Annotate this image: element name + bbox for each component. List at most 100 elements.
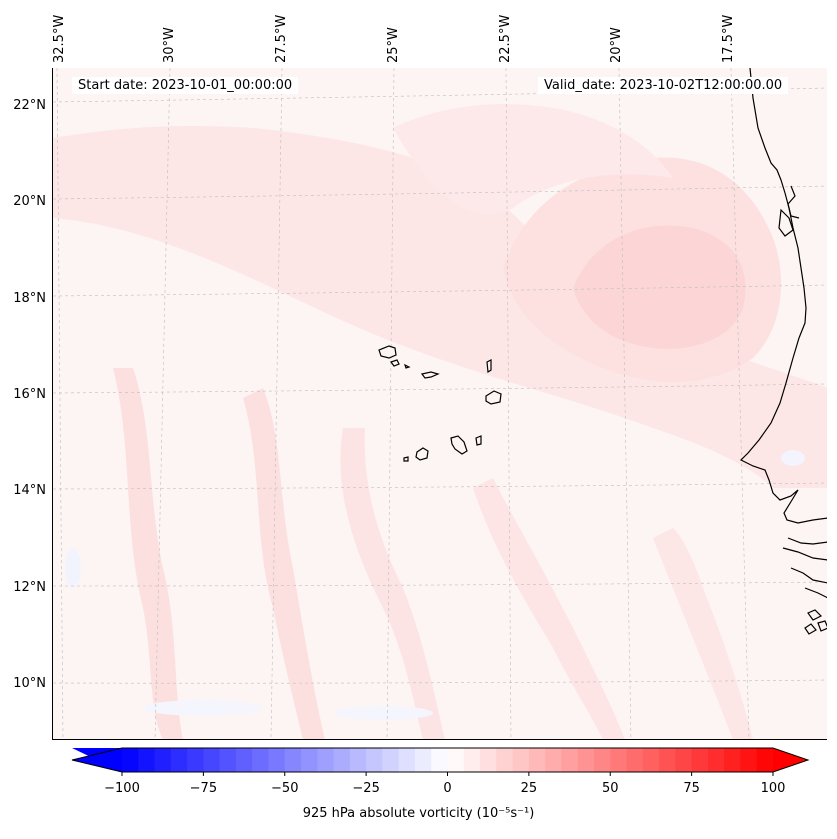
gridlines [53, 68, 827, 739]
lon-label-27-5w: 27.5°W [274, 14, 289, 63]
island-brava [403, 456, 409, 462]
island-sao-vicente [390, 359, 400, 367]
colorbar-ticks [121, 772, 774, 776]
colorbar-segment [235, 748, 253, 772]
gridline-lat-22 [53, 87, 827, 103]
colorbar-segment [138, 748, 156, 772]
vorticity-filament-4 [473, 478, 625, 739]
start-date-label: Start date: 2023-10-01_00:00:00 [72, 77, 299, 94]
colorbar-tick-label: −75 [189, 781, 218, 796]
colorbar-segment [463, 748, 481, 772]
lat-label-20n: 20°N [13, 194, 46, 209]
island-santiago [450, 435, 468, 455]
colorbar-segment [545, 748, 562, 772]
coastline-bijagos-2 [817, 620, 827, 632]
coastline-banc-arguin [787, 185, 800, 219]
colorbar-tick-label: 100 [760, 781, 786, 796]
colorbar-segment [496, 748, 514, 772]
colorbar-segment [398, 748, 416, 772]
lat-label-10n: 10°N [13, 676, 46, 691]
lat-label-12n: 12°N [13, 580, 46, 595]
gridline-lon-27-5 [270, 68, 283, 739]
vorticity-band-main [53, 126, 827, 488]
colorbar-segment [642, 748, 660, 772]
island-boa-vista [485, 390, 502, 405]
coastline-western-sahara-mauritania [739, 68, 827, 524]
lon-label-30w: 30°W [162, 27, 177, 63]
gridline-lon-22-5 [505, 68, 512, 739]
colorbar-segment [561, 748, 579, 772]
vorticity-negative-2 [333, 706, 433, 720]
colorbar-segment [756, 748, 774, 772]
colorbar-segment [122, 748, 139, 772]
colorbar-segment [675, 748, 693, 772]
colorbar-segment [154, 748, 172, 772]
gridline-lon-20 [618, 68, 632, 739]
coastline-guinea-bissau [790, 567, 827, 599]
colorbar-segment [480, 748, 497, 772]
gridline-lon-17-5 [730, 68, 750, 739]
gridline-lat-14 [53, 482, 827, 490]
gridline-lat-10 [53, 679, 827, 684]
vorticity-band-upper [393, 104, 673, 215]
vorticity-filament-1 [113, 368, 183, 739]
colorbar-segment [317, 748, 335, 772]
colorbar-label: 925 hPa absolute vorticity (10⁻⁵s⁻¹) [302, 806, 535, 821]
colorbar-segment [659, 748, 676, 772]
colorbar-segment [691, 748, 709, 772]
lon-label-32-5w: 32.5°W [52, 14, 67, 63]
vorticity-filament-2 [243, 388, 325, 739]
colorbar-segment [740, 748, 758, 772]
lon-label-22-5w: 22.5°W [498, 14, 513, 63]
colorbar-segment [203, 748, 221, 772]
lat-label-14n: 14°N [13, 483, 46, 498]
colorbar-segment [219, 748, 237, 772]
vorticity-filament-5 [653, 528, 753, 739]
island-maio [475, 435, 482, 446]
gridline-lat-12 [53, 581, 827, 587]
vorticity-filament-3 [340, 428, 445, 739]
lat-label-16n: 16°N [13, 387, 46, 402]
cape-verde-islands [378, 345, 502, 462]
colorbar-tick-label: −100 [104, 781, 140, 796]
island-santa-luzia [403, 363, 411, 369]
colorbar-segment [349, 748, 367, 772]
gridline-lat-20 [53, 185, 827, 200]
colorbar-segment [724, 748, 741, 772]
colorbar-segments [122, 748, 774, 772]
vorticity-band-east-inner [573, 225, 746, 349]
colorbar-tick-label: 75 [683, 781, 700, 796]
colorbar-segment [593, 748, 611, 772]
vorticity-negative-1 [143, 700, 263, 716]
colorbar-tick-label: −50 [271, 781, 299, 796]
lon-label-17-5w: 17.5°W [721, 14, 736, 63]
lat-label-22n: 22°N [13, 98, 46, 113]
map-panel [52, 68, 827, 740]
colorbar-segment [577, 748, 595, 772]
colorbar-segment [528, 748, 546, 772]
colorbar-segment [366, 748, 383, 772]
colorbar-extend-high [773, 748, 808, 772]
gridline-lon-30 [154, 68, 171, 739]
gridline-lon-25 [386, 68, 395, 739]
colorbar-segment [284, 748, 302, 772]
colorbar-segment [447, 748, 465, 772]
colorbar-segment [431, 748, 448, 772]
coastline-dakar [782, 547, 827, 561]
lat-label-18n: 18°N [13, 291, 46, 306]
island-santo-antao [378, 345, 397, 359]
colorbar-segment [382, 748, 400, 772]
vorticity-negative-4 [781, 450, 805, 466]
island-fogo [415, 447, 429, 461]
valid-date-label: Valid_date: 2023-10-02T12:00:00.00 [538, 77, 789, 94]
gridline-lon-32-5 [56, 68, 64, 739]
african-coastline [739, 68, 827, 635]
colorbar-segment [707, 748, 725, 772]
colorbar-segment [187, 748, 204, 772]
island-sao-nicolau [420, 371, 440, 379]
colorbar-extend-low-bottom [72, 748, 122, 772]
colorbar-segment [301, 748, 318, 772]
island-sal [486, 359, 492, 374]
lon-label-25w: 25°W [386, 27, 401, 63]
colorbar [71, 747, 810, 776]
